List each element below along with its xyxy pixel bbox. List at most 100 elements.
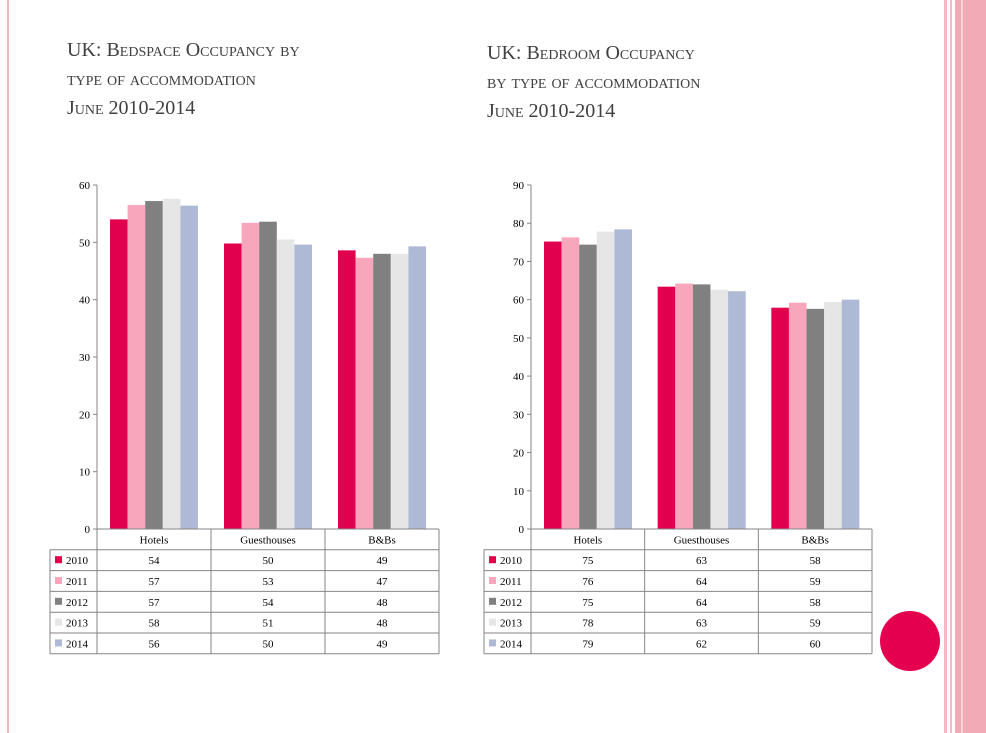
- legend-key: [55, 618, 62, 626]
- y-tick-label: 80: [513, 218, 525, 230]
- data-label: 53: [263, 576, 275, 588]
- bar: [408, 246, 426, 529]
- data-label: 63: [696, 618, 708, 630]
- bar: [180, 205, 198, 529]
- bar: [710, 289, 729, 529]
- legend-label: 2012: [66, 597, 88, 609]
- data-label: 76: [582, 576, 594, 588]
- legend-key: [55, 577, 62, 584]
- bar: [355, 257, 374, 529]
- frame-stripe: [950, 0, 952, 733]
- legend-label: 2013: [500, 618, 523, 630]
- bar: [675, 283, 693, 529]
- data-label: 47: [377, 576, 389, 588]
- legend-label: 2014: [500, 638, 523, 650]
- bar: [561, 237, 580, 529]
- y-tick-label: 60: [513, 295, 525, 307]
- data-label: 51: [263, 618, 274, 630]
- category-label: Hotels: [140, 534, 169, 546]
- y-tick-label: 10: [79, 467, 91, 479]
- legend-label: 2010: [500, 555, 523, 567]
- legend-key: [489, 597, 496, 605]
- data-label: 54: [149, 555, 161, 567]
- title-line: by type of accommodation: [487, 71, 701, 93]
- bar: [259, 221, 277, 529]
- chart-title-right: UK: Bedroom Occupancy by type of accommo…: [487, 39, 700, 126]
- data-label: 48: [377, 618, 389, 630]
- data-label: 59: [810, 576, 822, 588]
- data-label: 58: [149, 618, 161, 630]
- data-label: 58: [810, 597, 822, 609]
- legend-key: [489, 577, 496, 584]
- data-label: 62: [696, 638, 707, 650]
- bar: [241, 222, 260, 529]
- y-tick-label: 40: [513, 371, 525, 383]
- legend-label: 2012: [500, 597, 522, 609]
- y-tick-label: 90: [513, 180, 525, 192]
- data-label: 49: [377, 638, 389, 650]
- y-tick-label: 20: [513, 448, 525, 460]
- y-tick-label: 30: [513, 409, 525, 421]
- bar: [596, 231, 615, 529]
- accent-circle: [880, 611, 940, 671]
- bar: [728, 291, 746, 529]
- data-label: 78: [582, 618, 594, 630]
- data-label: 57: [149, 597, 161, 609]
- bar: [294, 244, 312, 530]
- chart-title-left: UK: Bedspace Occupancy by type of accomm…: [67, 36, 300, 123]
- slide-frame-left: [7, 0, 9, 733]
- y-tick-label: 30: [79, 352, 91, 364]
- bar: [373, 253, 391, 530]
- bar: [127, 205, 146, 530]
- data-label: 64: [696, 576, 708, 588]
- bar: [390, 253, 409, 530]
- frame-stripe: [961, 0, 963, 733]
- category-label: Hotels: [573, 534, 602, 546]
- legend-label: 2011: [500, 576, 522, 588]
- legend-key: [55, 597, 62, 605]
- data-label: 75: [582, 555, 594, 567]
- y-tick-label: 0: [85, 524, 91, 536]
- title-line: UK: Bedroom Occupancy: [487, 42, 695, 64]
- y-tick-label: 60: [79, 180, 91, 192]
- legend-label: 2011: [66, 576, 88, 588]
- bar: [110, 219, 128, 529]
- title-line: UK: Bedspace Occupancy by: [67, 39, 300, 61]
- bar: [224, 243, 242, 530]
- frame-stripe: [944, 0, 947, 733]
- title-line: June 2010-2014: [67, 97, 196, 119]
- bar: [145, 201, 163, 529]
- y-tick-label: 10: [513, 486, 525, 498]
- bar: [657, 286, 676, 529]
- data-label: 48: [377, 597, 389, 609]
- bar: [692, 284, 711, 529]
- bar: [806, 308, 825, 529]
- data-label: 57: [149, 576, 161, 588]
- bar: [841, 299, 860, 529]
- legend-key: [489, 639, 496, 647]
- legend-label: 2010: [66, 555, 89, 567]
- y-tick-label: 50: [513, 333, 525, 345]
- category-label: B&Bs: [801, 534, 829, 546]
- bar: [771, 307, 789, 529]
- bar: [788, 302, 807, 529]
- data-label: 60: [810, 638, 822, 650]
- legend-key: [55, 639, 62, 647]
- legend-key: [55, 556, 62, 564]
- title-line: type of accommodation: [67, 68, 256, 90]
- y-tick-label: 40: [79, 295, 91, 307]
- bar: [824, 301, 842, 529]
- y-tick-label: 20: [79, 409, 91, 421]
- y-tick-label: 0: [519, 524, 525, 536]
- category-label: Guesthouses: [674, 534, 730, 546]
- category-label: Guesthouses: [240, 534, 296, 546]
- y-tick-label: 70: [513, 256, 525, 268]
- bar: [544, 241, 562, 529]
- data-label: 75: [582, 597, 594, 609]
- data-label: 50: [263, 555, 275, 567]
- category-label: B&Bs: [368, 534, 396, 546]
- bar: [579, 244, 597, 530]
- data-label: 50: [263, 638, 275, 650]
- legend-key: [489, 556, 496, 564]
